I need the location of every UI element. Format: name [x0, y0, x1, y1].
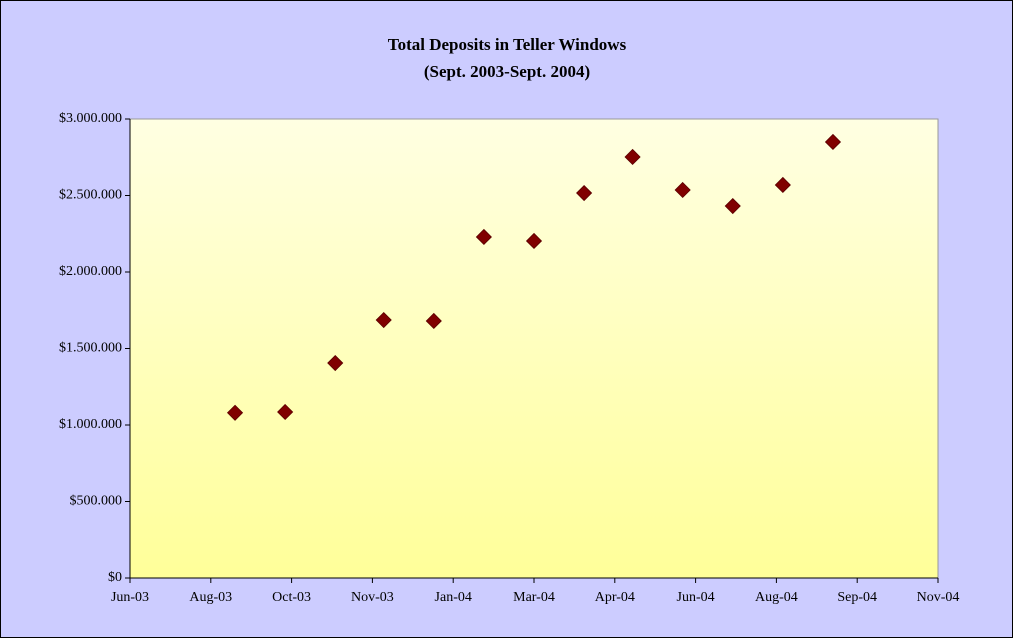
x-tick-label: Jan-04: [435, 590, 472, 605]
marker: [425, 312, 442, 330]
marker: [674, 181, 691, 199]
marker: [724, 197, 741, 215]
marker: [624, 148, 641, 166]
y-tick-label: $0: [108, 570, 122, 585]
plot-area: [129, 118, 939, 579]
chart-subtitle: (Sept. 2003-Sept. 2004): [424, 62, 590, 81]
marker: [774, 176, 791, 194]
x-tick-label: Aug-03: [189, 590, 232, 605]
x-tick-label: Mar-04: [513, 590, 555, 605]
x-tick-label: Nov-04: [917, 590, 960, 605]
x-tick-label: Oct-03: [272, 590, 311, 605]
marker: [824, 133, 842, 151]
chart-title: Total Deposits in Teller Windows: [388, 35, 627, 54]
marker: [277, 403, 294, 421]
marker: [226, 404, 244, 421]
marker: [525, 232, 543, 250]
marker: [475, 228, 492, 246]
y-tick-label: $1.500.000: [59, 341, 122, 356]
y-tick-label: $2.000.000: [59, 264, 122, 279]
x-tick-label: Jun-03: [111, 590, 149, 605]
x-tick-label: Aug-04: [755, 590, 798, 605]
x-tick-label: Apr-04: [595, 590, 635, 605]
x-tick-label: Sep-04: [837, 590, 877, 605]
y-tick-label: $1.000.000: [59, 417, 122, 432]
marker: [375, 311, 392, 329]
y-tick-label: $2.500.000: [59, 188, 122, 203]
y-tick-label: $3.000.000: [59, 111, 122, 126]
marker: [576, 184, 593, 202]
marker: [327, 354, 344, 372]
x-tick-label: Nov-03: [351, 590, 394, 605]
y-tick-label: $500.000: [70, 494, 123, 509]
x-tick-label: Jun-04: [677, 590, 715, 605]
